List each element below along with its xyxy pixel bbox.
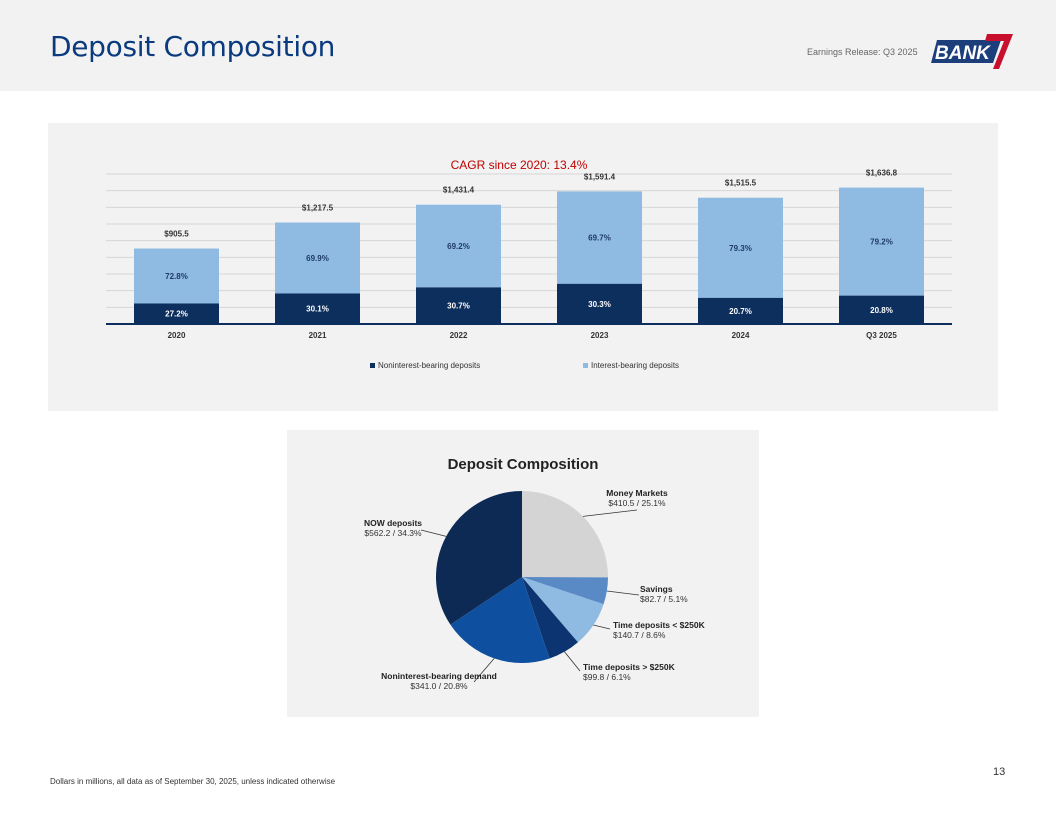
pie-slice-value: $140.7 / 8.6% — [613, 630, 666, 640]
x-tick-label: 2021 — [309, 331, 327, 340]
bar-legend: Noninterest-bearing deposits Interest-bea… — [370, 361, 679, 370]
pie-slice-name: Time deposits < $250K — [613, 620, 706, 630]
bar-pct-label-interest: 69.9% — [306, 254, 329, 263]
bar-pct-label-noninterest: 30.3% — [588, 300, 611, 309]
header-band: Deposit Composition Earnings Release: Q3… — [0, 0, 1056, 91]
pie-leader-line — [420, 529, 447, 537]
bar-pct-label-noninterest: 30.7% — [447, 302, 470, 311]
bar-noninterest-bearing — [416, 287, 501, 324]
stacked-bar-chart: 72.8% 27.2% $905.5 2020 69.9% 30.1% $1,217.5 20… — [106, 158, 952, 370]
bar-total-label: $905.5 — [164, 230, 189, 239]
release-label: Earnings Release: Q3 2025 — [807, 47, 918, 57]
pie-slice-value: $562.2 / 34.3% — [364, 528, 422, 538]
logo-text: BANK — [935, 43, 991, 64]
x-tick-label: 2024 — [732, 331, 750, 340]
bar-pct-label-interest: 72.8% — [165, 272, 188, 281]
bar-noninterest-bearing — [839, 295, 924, 324]
bar-pct-label-noninterest: 27.2% — [165, 310, 188, 319]
bar-interest-bearing — [134, 248, 219, 304]
page-number: 13 — [993, 766, 1006, 778]
pie-slices — [436, 491, 608, 663]
pie-slice — [436, 491, 522, 625]
bar-noninterest-bearing — [275, 293, 360, 324]
bar-noninterest-bearing — [557, 283, 642, 324]
bar-marks: 72.8% 27.2% $905.5 2020 69.9% 30.1% $1,217.5 20… — [134, 169, 924, 340]
logo-seven-mark — [985, 34, 1013, 69]
x-tick-label: 2022 — [450, 331, 468, 340]
gridlines — [106, 173, 952, 308]
pie-slice-name: Time deposits > $250K — [583, 662, 676, 672]
legend-label: Interest-bearing deposits — [591, 361, 679, 370]
pie-slice-name: NOW deposits — [364, 518, 422, 528]
legend-swatch — [583, 363, 588, 368]
pie-title: Deposit Composition — [448, 456, 599, 473]
pie-slice — [522, 577, 604, 643]
bar-noninterest-bearing — [698, 297, 783, 324]
bar-pct-label-interest: 79.2% — [870, 238, 893, 247]
x-tick-label: Q3 2025 — [866, 331, 897, 340]
bar-total-label: $1,217.5 — [302, 204, 334, 213]
bar-pct-label-interest: 69.2% — [447, 242, 470, 251]
x-tick-label: 2023 — [591, 331, 609, 340]
bar-interest-bearing — [416, 204, 501, 288]
bar-interest-bearing — [557, 191, 642, 284]
pie-slice — [522, 491, 608, 578]
pie-slice — [522, 577, 578, 659]
pie-slice-value: $82.7 / 5.1% — [640, 594, 688, 604]
pie-labels: Money Markets$410.5 / 25.1% Savings$82.7 … — [364, 488, 706, 691]
pie-slice-value: $99.8 / 6.1% — [583, 672, 631, 682]
bar-pct-label-noninterest: 30.1% — [306, 305, 329, 314]
pie-slice-value: $410.5 / 25.1% — [608, 498, 666, 508]
x-tick-label: 2020 — [168, 331, 186, 340]
pie-leader-line — [593, 624, 611, 630]
bar-total-label: $1,591.4 — [584, 172, 616, 181]
legend-label: Noninterest-bearing deposits — [378, 361, 480, 370]
pie-slice — [522, 577, 608, 605]
pie-leader-line — [606, 590, 640, 596]
bank7-logo: BANK — [931, 34, 1013, 69]
cagr-annotation: CAGR since 2020: 13.4% — [451, 158, 588, 172]
pie-leader-line — [564, 651, 581, 672]
logo-background — [931, 40, 1001, 63]
pie-slice-name: Savings — [640, 584, 673, 594]
pie-chart-panel: Deposit Composition Money Markets $410.5 … — [287, 430, 759, 717]
bar-total-label: $1,636.8 — [866, 169, 898, 178]
bar-pct-label-interest: 79.3% — [729, 244, 752, 253]
pie-slice-name: Money Markets — [606, 488, 668, 498]
bar-pct-label-interest: 69.7% — [588, 234, 611, 243]
bar-total-label: $1,431.4 — [443, 186, 475, 195]
pie-slice-name: Noninterest-bearing demand — [381, 671, 497, 681]
pie-slice-value: $341.0 / 20.8% — [410, 681, 468, 691]
bar-interest-bearing — [839, 187, 924, 296]
pie-chart: Deposit Composition Money Markets$410.5 … — [364, 456, 706, 691]
page-title: Deposit Composition — [50, 30, 336, 63]
pie-slice — [450, 577, 550, 663]
bar-noninterest-bearing — [134, 303, 219, 324]
bar-total-label: $1,515.5 — [725, 179, 757, 188]
bar-interest-bearing — [275, 222, 360, 294]
bar-chart-panel: 72.8% 27.2% $905.5 2020 69.9% 30.1% $1,217.5 20… — [48, 123, 998, 411]
pie-leader-line — [473, 658, 495, 683]
bar-interest-bearing — [698, 197, 783, 298]
footnote: Dollars in millions, all data as of Sept… — [50, 777, 336, 786]
legend-swatch — [370, 363, 375, 368]
pie-leader-line — [582, 509, 638, 517]
bar-pct-label-noninterest: 20.7% — [729, 307, 752, 316]
bar-pct-label-noninterest: 20.8% — [870, 306, 893, 315]
